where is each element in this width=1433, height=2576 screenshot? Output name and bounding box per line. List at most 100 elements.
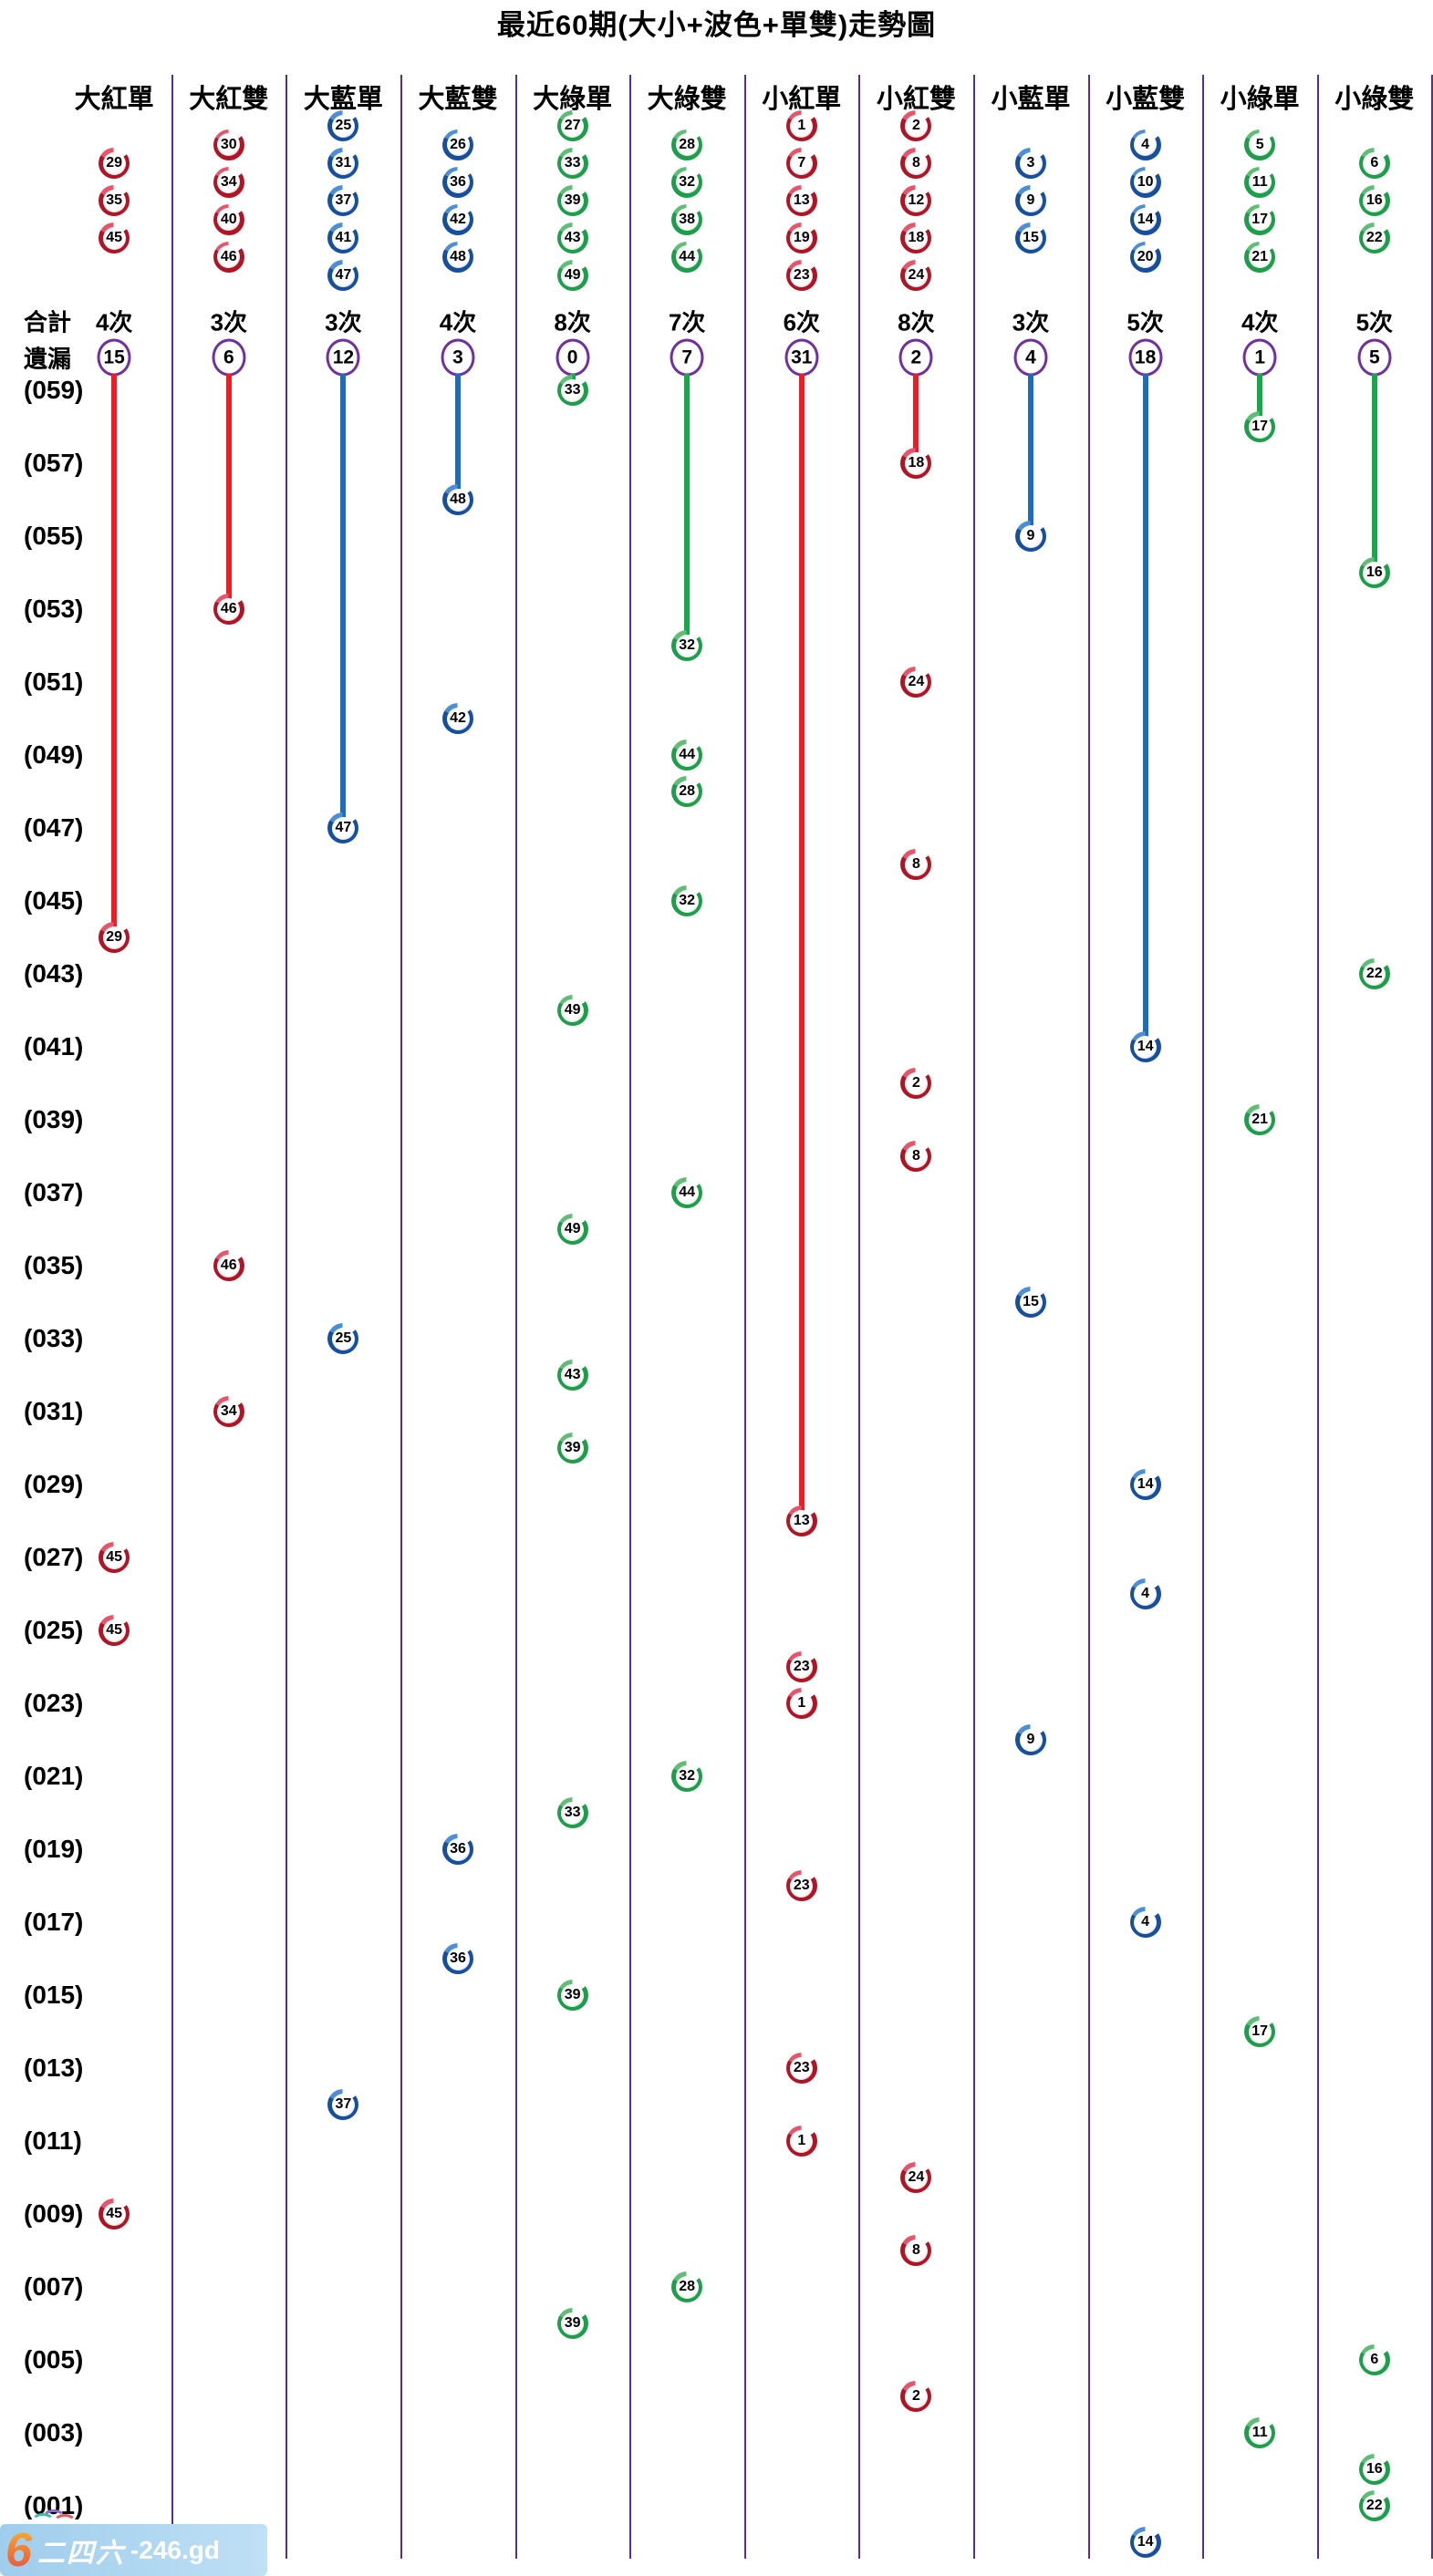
total-count: 3次: [1012, 308, 1050, 336]
watermark-brand-suffix: -246.gd: [130, 2535, 220, 2564]
miss-count-circle: 0: [556, 338, 590, 377]
ball-number: 21: [1251, 248, 1269, 264]
column-header-12: 小綠雙: [1334, 85, 1415, 114]
category-ball: 13: [785, 185, 817, 216]
trend-ball: 4: [1129, 1907, 1161, 1938]
trend-ball: 23: [785, 1870, 817, 1901]
ball-number: 6: [1370, 2352, 1379, 2367]
miss-count-circle: 2: [898, 338, 933, 377]
ball-number: 22: [1366, 2498, 1383, 2513]
miss-count-circle: 12: [326, 338, 360, 377]
ball-number: 1: [797, 1695, 806, 1711]
category-ball: 36: [442, 166, 473, 198]
omission-line: [455, 374, 461, 500]
ball-number: 15: [1023, 1294, 1039, 1309]
ball-number: 34: [220, 173, 237, 190]
category-ball: 6: [1358, 148, 1390, 179]
trend-ball: 8: [900, 2235, 932, 2266]
ball-number: 21: [1251, 1112, 1269, 1127]
category-ball: 21: [1244, 241, 1276, 273]
period-row-label: (039): [24, 1105, 84, 1133]
omission-line: [225, 374, 232, 609]
column-header-11: 小綠單: [1220, 85, 1300, 114]
category-ball: 37: [327, 185, 359, 216]
ball-number: 24: [908, 2169, 925, 2185]
trend-ball: 13: [785, 1505, 817, 1536]
period-row-label: (045): [24, 886, 84, 915]
category-ball: 33: [556, 148, 588, 179]
miss-row-label: 遺漏: [24, 345, 72, 373]
ball-number: 34: [220, 1403, 237, 1419]
category-ball: 2: [900, 110, 932, 141]
miss-count-circle: 18: [1128, 338, 1163, 377]
trend-ball: 18: [900, 448, 932, 479]
ball-number: 20: [1137, 248, 1154, 264]
trend-ball: 15: [1015, 1287, 1046, 1318]
column-divider: [973, 75, 975, 2559]
trend-ball: 9: [1015, 1724, 1046, 1755]
ball-number: 14: [1137, 2534, 1154, 2550]
category-ball: 17: [1244, 203, 1276, 235]
trend-ball: 14: [1129, 1469, 1161, 1500]
period-row-label: (055): [24, 522, 84, 550]
trend-ball: 23: [785, 2053, 817, 2084]
ball-number: 11: [1251, 2425, 1268, 2440]
category-ball: 4: [1129, 129, 1161, 160]
total-count: 3次: [210, 308, 248, 336]
category-ball: 41: [327, 222, 359, 253]
ball-number: 2: [911, 118, 920, 133]
trend-ball: 45: [99, 2198, 130, 2229]
category-ball: 10: [1129, 166, 1161, 198]
miss-count-circle: 1: [1242, 338, 1277, 377]
category-ball: 3: [1015, 148, 1046, 179]
category-ball: 25: [327, 110, 359, 141]
trend-ball: 29: [99, 922, 130, 953]
category-ball: 19: [785, 222, 817, 253]
ball-number: 49: [564, 267, 581, 283]
period-row-label: (023): [24, 1689, 84, 1717]
ball-number: 16: [1366, 564, 1383, 580]
category-ball: 34: [213, 166, 244, 198]
omission-line: [111, 374, 118, 937]
column-header-3: 大藍單: [303, 85, 383, 114]
period-row-label: (059): [24, 376, 84, 404]
ball-number: 7: [797, 155, 806, 171]
period-row-label: (021): [24, 1762, 84, 1790]
period-row-label: (005): [24, 2345, 84, 2374]
category-ball: 11: [1244, 166, 1276, 198]
category-ball: 28: [671, 129, 703, 160]
category-ball: 26: [442, 129, 473, 160]
ball-number: 33: [564, 1805, 581, 1820]
watermark-banner: 6 二四六 -246.gd: [0, 2509, 267, 2576]
period-row-label: (013): [24, 2054, 84, 2082]
ball-number: 46: [220, 248, 237, 264]
ball-number: 44: [679, 248, 696, 264]
ball-number: 48: [450, 491, 466, 507]
trend-ball: 14: [1129, 1031, 1161, 1062]
total-count: 8次: [898, 308, 935, 336]
column-divider: [514, 75, 517, 2559]
ball-number: 8: [911, 1148, 920, 1164]
category-ball: 27: [556, 110, 588, 141]
trend-ball: 4: [1129, 1578, 1161, 1609]
trend-ball: 36: [442, 1943, 473, 1974]
watermark-ribbon-icon: [31, 2509, 77, 2526]
ball-number: 38: [679, 211, 696, 227]
omission-line: [798, 374, 805, 1521]
omission-line: [1257, 374, 1263, 427]
ball-number: 45: [106, 2206, 123, 2221]
ball-number: 46: [220, 601, 237, 616]
total-count: 8次: [554, 308, 591, 336]
ball-number: 4: [1141, 1914, 1150, 1929]
trend-ball: 46: [213, 1250, 244, 1281]
category-ball: 23: [785, 260, 817, 291]
trend-ball: 1: [785, 1688, 817, 1719]
trend-ball: 2: [900, 1068, 932, 1099]
period-row-label: (019): [24, 1835, 84, 1863]
ball-number: 9: [1026, 192, 1035, 208]
ball-number: 17: [1251, 211, 1269, 227]
trend-ball: 1: [785, 2126, 817, 2157]
category-ball: 38: [671, 203, 703, 235]
ball-number: 13: [793, 1513, 810, 1528]
trend-ball: 16: [1358, 2454, 1390, 2485]
